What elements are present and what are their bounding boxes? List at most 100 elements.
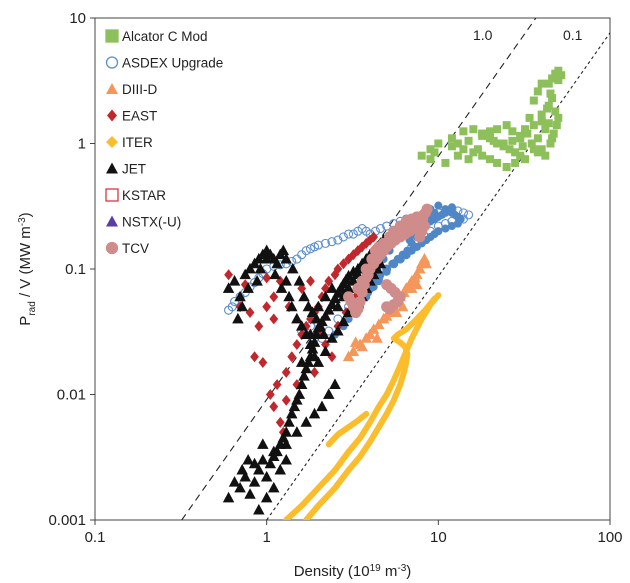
legend-swatch <box>105 188 119 202</box>
data-point <box>244 488 256 499</box>
y-axis-title-part: rad <box>27 301 38 315</box>
data-point <box>430 148 439 157</box>
data-point <box>275 416 285 428</box>
data-point <box>426 155 435 164</box>
data-point <box>464 136 473 145</box>
data-point <box>382 267 391 276</box>
data-point <box>287 351 297 363</box>
data-point <box>308 407 321 419</box>
data-point <box>326 282 338 293</box>
data-point <box>326 298 338 310</box>
legend-label: Alcator C Mod <box>122 29 208 44</box>
data-point <box>280 453 292 465</box>
data-point <box>434 201 443 210</box>
data-point <box>366 253 378 265</box>
data-point <box>298 290 310 302</box>
data-point <box>396 255 405 264</box>
data-point <box>329 292 341 304</box>
data-point <box>280 426 292 437</box>
data-point <box>508 127 517 136</box>
data-point <box>478 131 487 140</box>
data-point <box>521 125 530 134</box>
data-point <box>244 262 256 274</box>
data-point <box>274 463 286 475</box>
data-point <box>281 366 291 378</box>
data-point <box>352 282 364 294</box>
data-point <box>320 238 330 248</box>
data-point <box>228 476 241 487</box>
data-point <box>551 107 560 116</box>
data-point <box>319 345 332 356</box>
data-point <box>414 231 426 243</box>
data-point <box>269 313 279 325</box>
data-point <box>236 463 248 475</box>
data-point <box>300 416 312 427</box>
data-point <box>344 229 354 239</box>
data-point <box>293 388 306 399</box>
legend-swatch <box>107 109 117 122</box>
data-point <box>312 356 325 367</box>
data-point <box>310 312 323 324</box>
legend-label: KSTAR <box>122 188 166 203</box>
data-point <box>277 244 290 256</box>
x-axis-title-part: m <box>381 563 398 580</box>
data-point <box>304 338 317 349</box>
data-point <box>414 262 426 274</box>
data-point <box>280 275 292 286</box>
data-point <box>257 453 269 465</box>
legend-item: Alcator C Mod <box>105 29 208 44</box>
data-point <box>489 136 498 145</box>
data-point <box>348 229 358 239</box>
data-point <box>258 356 268 368</box>
data-point <box>499 139 508 148</box>
data-point <box>254 320 264 332</box>
data-point <box>297 282 307 294</box>
data-point <box>464 155 473 164</box>
data-point <box>236 300 248 312</box>
data-point <box>527 139 536 148</box>
data-point <box>333 263 343 275</box>
data-point <box>254 262 267 274</box>
data-point <box>459 145 468 154</box>
data-point <box>228 275 241 286</box>
data-point <box>508 136 517 145</box>
legend-item: TCV <box>105 241 149 256</box>
data-point <box>502 121 511 130</box>
data-point <box>242 282 254 293</box>
legend-swatch <box>106 162 118 174</box>
data-point <box>268 481 280 493</box>
data-point <box>493 158 502 167</box>
data-point <box>239 268 251 280</box>
data-point <box>374 277 383 286</box>
data-point <box>369 231 379 243</box>
data-point <box>546 89 555 98</box>
data-point <box>338 232 348 242</box>
data-point <box>250 351 259 363</box>
data-point <box>543 104 552 113</box>
data-point <box>402 250 411 259</box>
data-point <box>232 312 244 324</box>
x-tick-label: 100 <box>597 529 622 546</box>
data-point <box>292 339 302 351</box>
data-point <box>312 300 325 312</box>
legend-label: JET <box>122 162 146 177</box>
data-point <box>265 389 275 400</box>
data-point <box>269 291 279 303</box>
data-point <box>533 148 542 157</box>
data-point <box>302 300 315 312</box>
data-point <box>329 378 341 389</box>
data-point <box>349 336 362 347</box>
data-point <box>310 366 319 378</box>
data-point <box>295 320 308 331</box>
data-point <box>248 476 261 487</box>
legend-item: KSTAR <box>105 188 166 203</box>
data-point <box>337 315 350 327</box>
data-point <box>306 306 319 317</box>
y-axis-title-part: / V (MW m <box>17 226 34 301</box>
y-tick-label: 0.1 <box>65 261 86 278</box>
x-axis-title-part: 19 <box>370 563 382 574</box>
legend-swatch <box>105 56 119 69</box>
data-point <box>333 235 343 245</box>
data-point <box>326 332 338 343</box>
